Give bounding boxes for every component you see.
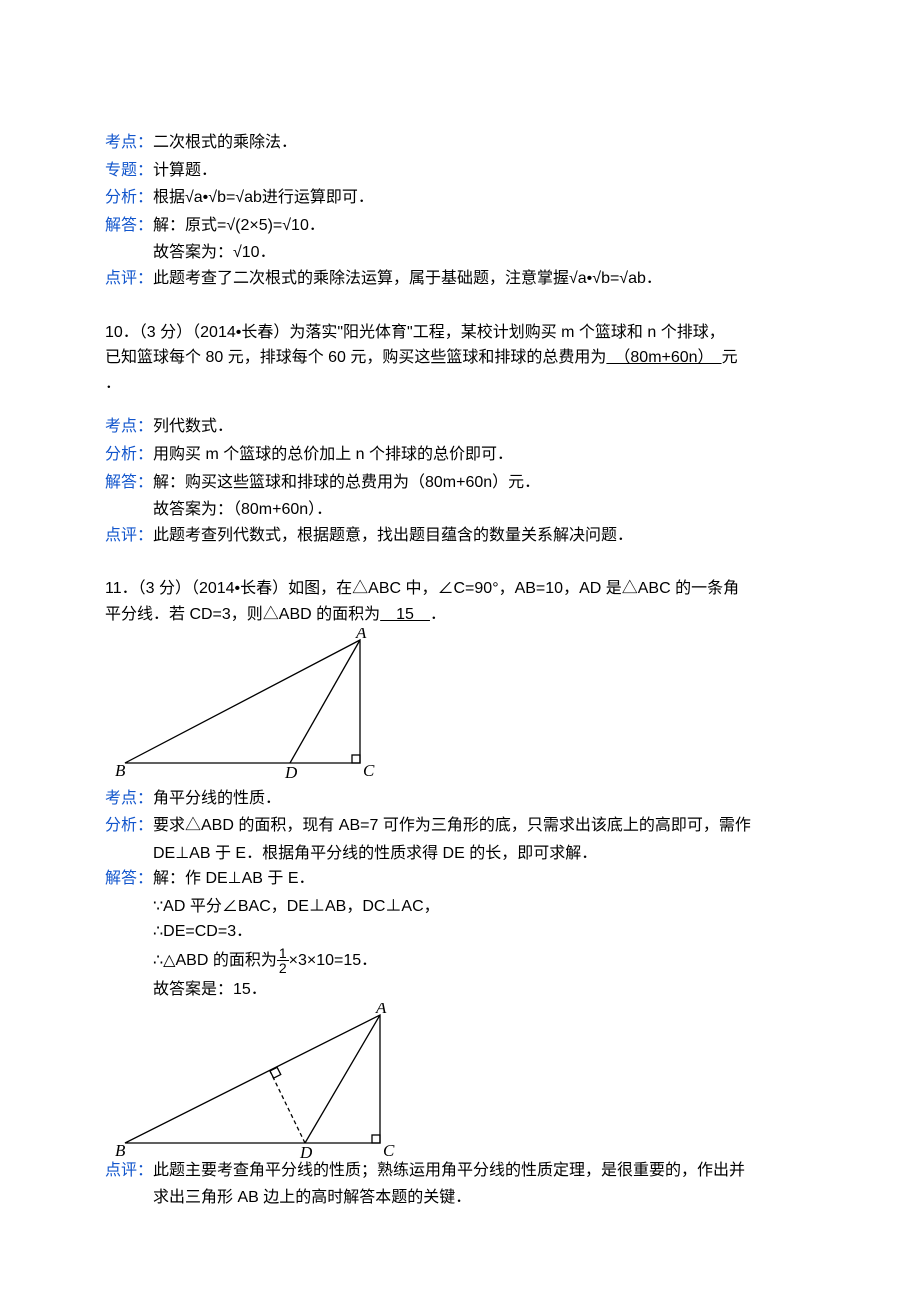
q11-jieda-4a: ∴△ABD 的面积为 xyxy=(153,952,277,969)
q11-jieda-line3: ∴DE=CD=3． xyxy=(153,919,815,945)
q11-fenxi-line2: DE⊥AB 于 E．根据角平分线的性质求得 DE 的长，即可求解． xyxy=(153,841,815,867)
q11-kaodian-text: 角平分线的性质． xyxy=(153,786,815,812)
q11-kaodian-label: 考点： xyxy=(105,786,153,812)
q11-jieda-line1: 解：作 DE⊥AB 于 E． xyxy=(153,866,815,892)
kaodian-text: 二次根式的乘除法． xyxy=(153,130,815,156)
jieda-line1: 解：原式=√(2×5)=√10． xyxy=(153,213,815,239)
q11-dianping-line1: 此题主要考查角平分线的性质；熟练运用角平分线的性质定理，是很重要的，作出并 xyxy=(153,1158,815,1184)
q11-dianping-label: 点评： xyxy=(105,1158,153,1184)
fraction-half: 12 xyxy=(277,946,289,975)
fig2-label-C: C xyxy=(383,1141,395,1158)
q11-answer-blank: 15 xyxy=(380,606,430,623)
q10-kaodian-text: 列代数式． xyxy=(153,414,815,440)
q10-dianping-text: 此题考查列代数式，根据题意，找出题目蕴含的数量关系解决问题． xyxy=(153,523,815,549)
q11-jieda-4b: ×3×10=15． xyxy=(289,952,378,969)
q11-jieda-label: 解答： xyxy=(105,866,153,892)
q10-stem-line3: ． xyxy=(105,371,815,397)
q11-figure-1: A B C D xyxy=(105,628,815,778)
fig2-label-D: D xyxy=(299,1143,313,1158)
q10-answer-blank: （80m+60n） xyxy=(606,349,721,366)
kaodian-label: 考点： xyxy=(105,130,153,156)
q11-stem2a: 平分线．若 CD=3，则△ABD 的面积为 xyxy=(105,606,380,623)
zhuanti-label: 专题： xyxy=(105,158,153,184)
fenxi-label: 分析： xyxy=(105,185,153,211)
q11-dianping-line2: 求出三角形 AB 边上的高时解答本题的关键． xyxy=(153,1185,815,1211)
q11-fenxi-line1: 要求△ABD 的面积，现有 AB=7 可作为三角形的底，只需求出该底上的高即可，… xyxy=(153,813,815,839)
q11-fenxi-label: 分析： xyxy=(105,813,153,839)
q10-jieda-line1: 解：购买这些篮球和排球的总费用为（80m+60n）元． xyxy=(153,470,815,496)
q10-stem-line1: 10．（3 分）（2014•长春）为落实"阳光体育"工程，某校计划购买 m 个篮… xyxy=(105,320,815,346)
dianping-label: 点评： xyxy=(105,266,153,292)
q11-jieda-line2: ∵AD 平分∠BAC，DE⊥AB，DC⊥AC， xyxy=(153,894,815,920)
q10-fenxi-label: 分析： xyxy=(105,442,153,468)
q11-jieda-line4: ∴△ABD 的面积为12×3×10=15． xyxy=(153,945,815,977)
zhuanti-text: 计算题． xyxy=(153,158,815,184)
q10-jieda-label: 解答： xyxy=(105,470,153,496)
q10-kaodian-label: 考点： xyxy=(105,414,153,440)
fig1-label-C: C xyxy=(363,761,375,778)
dianping-text: 此题考查了二次根式的乘除法运算，属于基础题，注意掌握√a•√b=√ab． xyxy=(153,266,815,292)
fig2-label-A: A xyxy=(375,1003,387,1017)
fig2-label-B: B xyxy=(115,1141,126,1158)
q10-jieda-line2: 故答案为：（80m+60n）． xyxy=(153,497,815,523)
q10-dianping-label: 点评： xyxy=(105,523,153,549)
q11-stem-line2: 平分线．若 CD=3，则△ABD 的面积为 15 ． xyxy=(105,602,815,628)
fig1-label-B: B xyxy=(115,761,126,778)
q11-figure-2: A B C D xyxy=(105,1003,815,1158)
jieda-line2: 故答案为：√10． xyxy=(153,240,815,266)
fenxi-text: 根据√a•√b=√ab进行运算即可． xyxy=(153,185,815,211)
jieda-label: 解答： xyxy=(105,213,153,239)
q11-stem-line1: 11．（3 分）（2014•长春）如图，在△ABC 中，∠C=90°，AB=10… xyxy=(105,576,815,602)
fig1-label-A: A xyxy=(355,628,367,642)
fig1-label-D: D xyxy=(284,763,298,778)
q10-stem-line2: 已知篮球每个 80 元，排球每个 60 元，购买这些篮球和排球的总费用为 （80… xyxy=(105,345,815,371)
q10-stem2b: 元 xyxy=(722,349,738,366)
q11-stem2b: ． xyxy=(430,606,446,623)
q10-fenxi-text: 用购买 m 个篮球的总价加上 n 个排球的总价即可． xyxy=(153,442,815,468)
q10-stem2a: 已知篮球每个 80 元，排球每个 60 元，购买这些篮球和排球的总费用为 xyxy=(105,349,606,366)
q11-jieda-line5: 故答案是：15． xyxy=(153,977,815,1003)
